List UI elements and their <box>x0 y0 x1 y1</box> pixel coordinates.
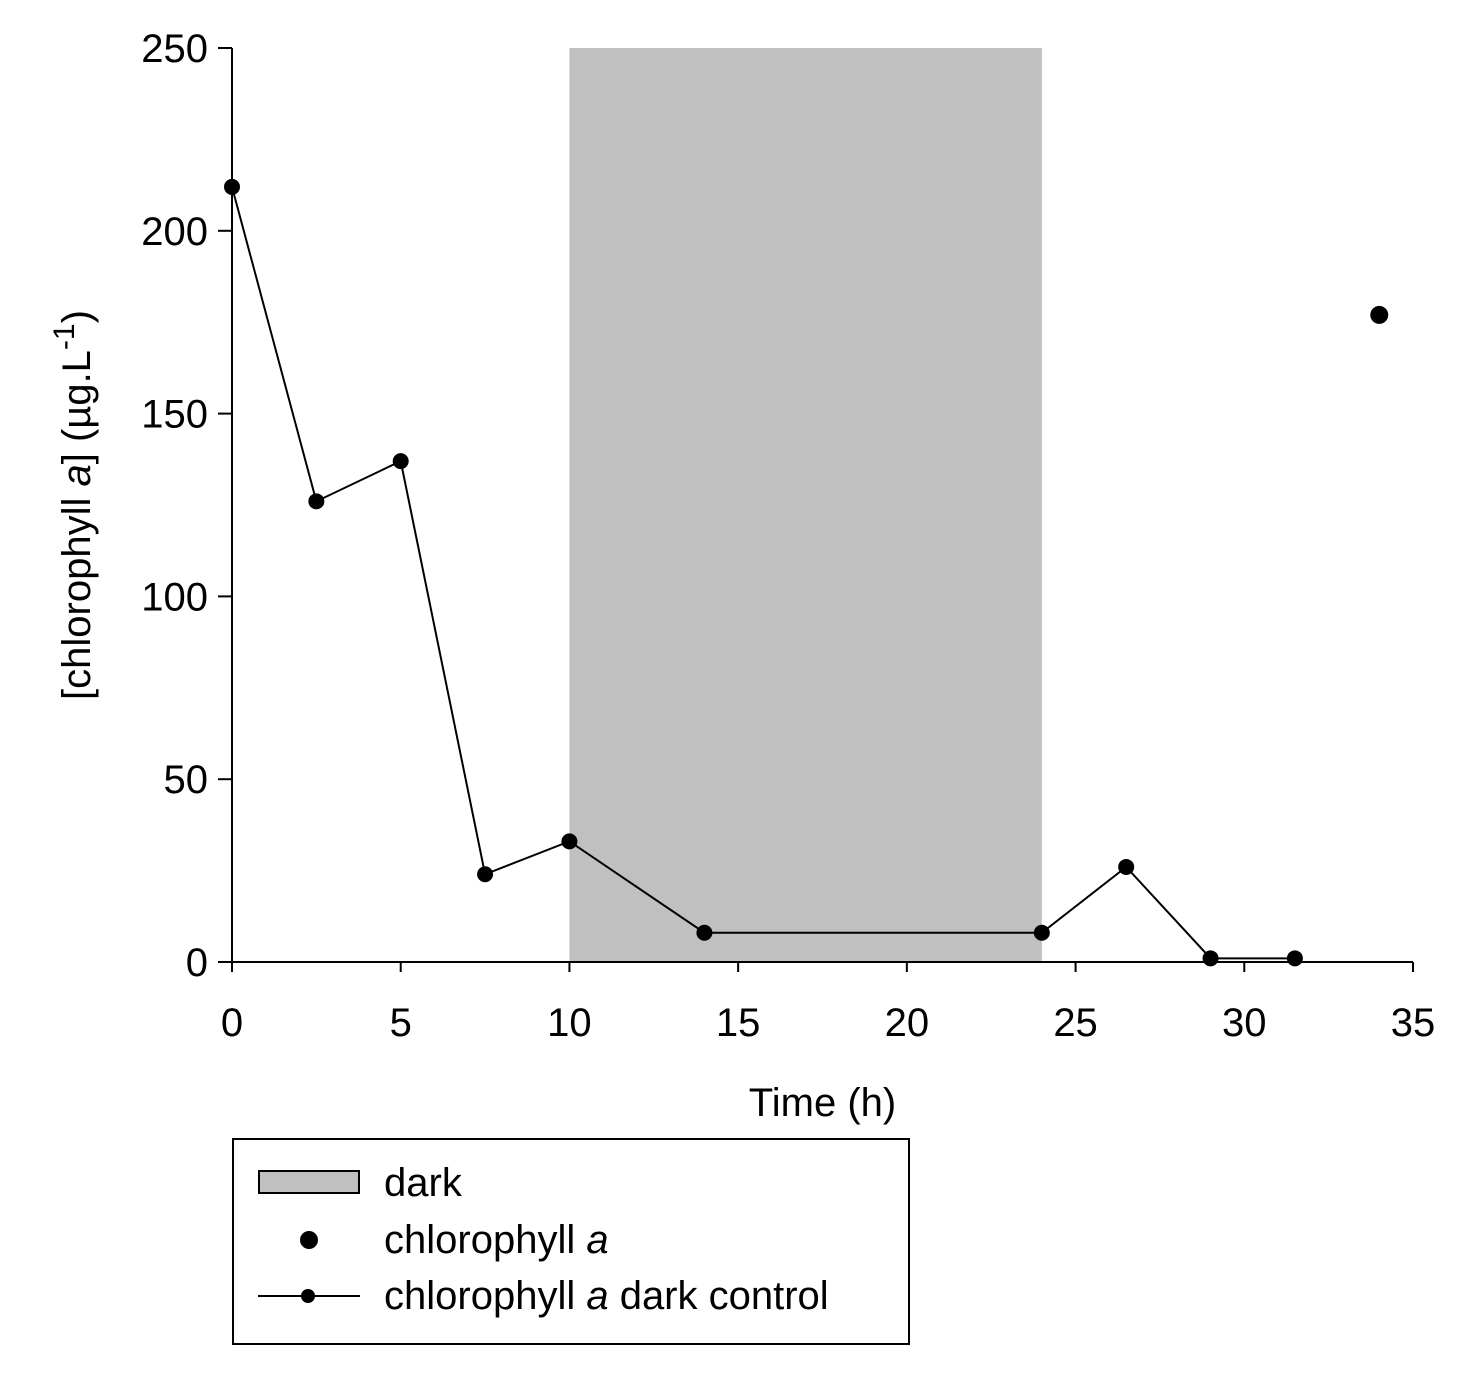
series-1-point <box>392 453 409 470</box>
legend-entry-dark-control: chlorophyll a dark control <box>234 1273 908 1323</box>
y-tick-label: 0 <box>186 941 208 985</box>
x-axis-title: Time (h) <box>749 1081 896 1125</box>
x-tick-label: 15 <box>716 1001 761 1045</box>
legend: dark chlorophyll a chlorophyll a dark co… <box>232 1138 910 1345</box>
legend-swatch-dark <box>258 1170 360 1194</box>
y-tick-label: 150 <box>141 393 208 437</box>
series-1-point <box>308 493 325 510</box>
legend-label-dark: dark <box>384 1161 462 1205</box>
x-tick-label: 30 <box>1222 1001 1267 1045</box>
legend-label-dark-control: chlorophyll a dark control <box>384 1274 829 1318</box>
axis-labels: Time (h) [chlorophyll a] (µg.L-1) <box>48 310 897 1125</box>
series-1-point <box>477 866 494 883</box>
series <box>224 178 1389 967</box>
series-0-point <box>1370 305 1389 324</box>
legend-marker-dark-control <box>301 1289 315 1303</box>
series-1-point <box>1033 924 1050 941</box>
x-tick-label: 20 <box>885 1001 930 1045</box>
legend-marker-chlorophyll-a <box>300 1231 318 1249</box>
series-1-point <box>561 833 578 850</box>
x-tick-label: 25 <box>1053 1001 1098 1045</box>
y-tick-label: 50 <box>164 758 209 802</box>
x-tick-label: 35 <box>1391 1001 1436 1045</box>
y-tick-label: 200 <box>141 210 208 254</box>
shaded-region-dark <box>569 48 1042 962</box>
legend-entry-dark: dark <box>234 1160 908 1210</box>
x-tick-label: 10 <box>547 1001 592 1045</box>
x-tick-label: 0 <box>221 1001 243 1045</box>
y-tick-label: 100 <box>141 575 208 619</box>
axes: 0 50 100 150 200 250 0 5 10 15 20 25 30 35 <box>141 27 1435 1045</box>
series-1-point <box>224 178 240 195</box>
x-tick-label: 5 <box>390 1001 412 1045</box>
series-1-point <box>1118 858 1135 875</box>
shaded-regions <box>569 48 1042 962</box>
series-1-point <box>1286 950 1303 967</box>
series-1-point <box>1202 950 1219 967</box>
legend-label-chlorophyll-a: chlorophyll a <box>384 1218 609 1262</box>
y-axis-title: [chlorophyll a] (µg.L-1) <box>48 310 100 700</box>
y-tick-label: 250 <box>141 27 208 71</box>
series-1-point <box>696 924 713 941</box>
legend-entry-chlorophyll-a: chlorophyll a <box>234 1217 908 1267</box>
series-1-line <box>231 186 1295 960</box>
